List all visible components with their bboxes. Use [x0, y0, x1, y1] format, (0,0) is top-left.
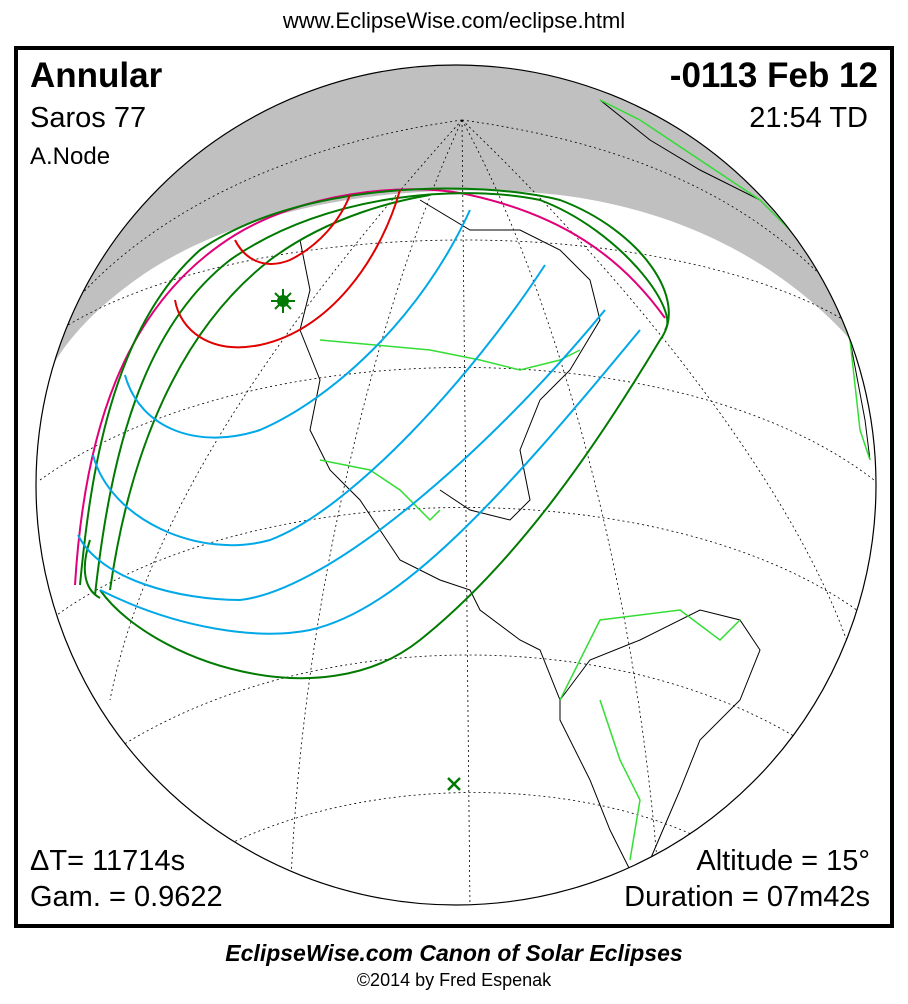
footer-copyright: ©2014 by Fred Espenak [356, 970, 552, 990]
globe-disk [36, 65, 876, 905]
greatest-eclipse-star-icon [271, 289, 295, 313]
footer-title: EclipseWise.com Canon of Solar Eclipses [225, 940, 683, 966]
sun-altitude: Altitude = 15° [696, 845, 870, 877]
magnitude-curves [77, 209, 641, 635]
northern-limit-curve [79, 187, 670, 680]
southern-limit-curve [109, 194, 431, 591]
eclipse-date: -0113 Feb 12 [669, 56, 878, 95]
subsolar-x-icon [447, 777, 461, 791]
globe-outline [35, 64, 877, 906]
eclipse-time: 21:54 TD [749, 102, 868, 134]
gamma: Gam. = 0.9622 [30, 881, 223, 913]
source-url: www.EclipseWise.com/eclipse.html [282, 8, 626, 33]
saros-number: Saros 77 [30, 102, 147, 134]
map-frame [14, 46, 894, 928]
duration: Duration = 07m42s [624, 881, 870, 913]
delta-t: ΔT= 11714s [30, 845, 186, 877]
contact-curve [174, 189, 401, 349]
node: A.Node [30, 143, 111, 170]
eclipse-type: Annular [30, 56, 163, 95]
